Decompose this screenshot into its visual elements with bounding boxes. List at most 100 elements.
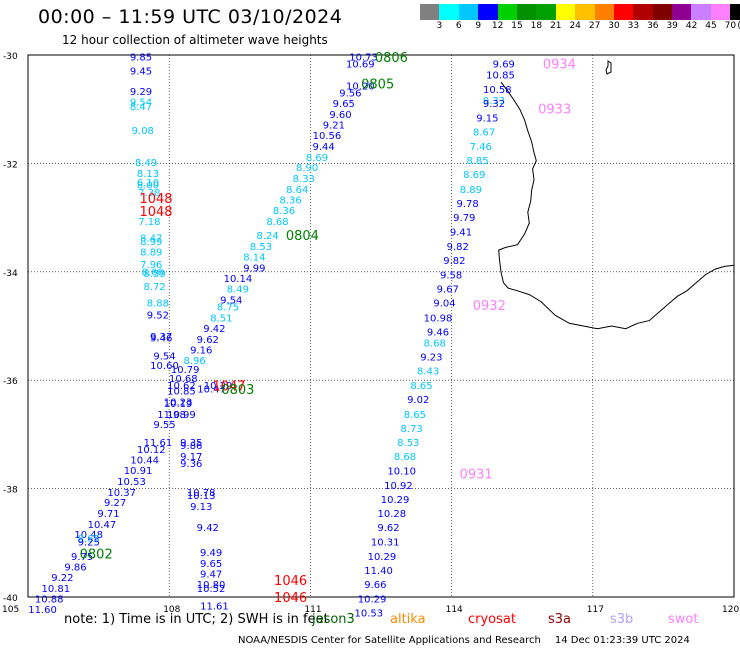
wave-height-value: 8.36 bbox=[279, 196, 301, 207]
legend-tick-label: 9 bbox=[475, 21, 482, 31]
legend-tick-label: 33 bbox=[627, 21, 640, 31]
longitude-label: 117 bbox=[587, 605, 604, 615]
wave-height-value: 10.62 bbox=[167, 381, 196, 392]
wave-height-value: 10.69 bbox=[346, 60, 375, 71]
wave-height-value: 8.36 bbox=[273, 206, 295, 217]
wave-height-value: 8.90 bbox=[296, 163, 318, 174]
wave-height-value: 9.46 bbox=[150, 333, 172, 344]
wave-height-value: 9.29 bbox=[130, 87, 152, 98]
legend-tick-label: 27 bbox=[588, 21, 601, 31]
wave-height-value: 10.20 bbox=[346, 81, 375, 92]
wave-height-value: 8.88 bbox=[147, 299, 169, 310]
legend-swatch bbox=[730, 4, 740, 20]
legend-swatch bbox=[575, 4, 595, 20]
satellite-legend-cryosat: cryosat bbox=[468, 612, 516, 627]
wave-height-value: 9.41 bbox=[450, 228, 472, 239]
wave-height-value: 8.59 bbox=[143, 269, 165, 280]
wave-height-value: 10.28 bbox=[377, 509, 406, 520]
wave-height-value: 9.65 bbox=[200, 559, 222, 570]
wave-height-value: 6.10 bbox=[137, 178, 159, 189]
wave-height-value: 8.89 bbox=[140, 248, 162, 259]
legend-tick-label: 21 bbox=[550, 21, 562, 31]
wave-height-value: 8.68 bbox=[266, 217, 288, 228]
wave-height-value: 9.85 bbox=[130, 53, 152, 64]
wave-height-value: 8.33 bbox=[293, 174, 315, 185]
wave-height-value: 9.86 bbox=[64, 563, 86, 574]
legend-swatch bbox=[691, 4, 711, 20]
legend-tick-label: 18 bbox=[530, 21, 543, 31]
legend-swatch bbox=[633, 4, 653, 20]
wave-height-value: 9.32 bbox=[483, 99, 505, 110]
wave-height-value: 9.42 bbox=[203, 324, 225, 335]
legend-tick-label: 12 bbox=[491, 21, 504, 31]
wave-height-value: 9.45 bbox=[130, 67, 152, 78]
legend-swatch bbox=[497, 4, 517, 20]
longitude-label: 114 bbox=[446, 605, 463, 615]
legend-swatch bbox=[478, 4, 498, 20]
wave-height-value: 9.67 bbox=[437, 285, 459, 296]
wave-height-value: 8.99 bbox=[140, 237, 162, 248]
wave-height-value: 9.75 bbox=[71, 552, 93, 563]
track-time-label: 0802 bbox=[80, 548, 113, 563]
wave-height-value: 8.89 bbox=[460, 185, 482, 196]
wave-height-value: 8.69 bbox=[463, 170, 485, 181]
legend-tick-label: (ft) bbox=[737, 21, 740, 31]
legend-tick-label: 70 bbox=[724, 21, 737, 31]
wave-height-value: 9.69 bbox=[493, 60, 515, 71]
wave-height-color-legend bbox=[420, 4, 740, 20]
wave-height-value: 10.29 bbox=[204, 381, 233, 392]
wave-height-value: 9.54 bbox=[130, 98, 152, 109]
wave-height-value: 10.78 bbox=[187, 488, 216, 499]
wave-height-value: 10.31 bbox=[371, 538, 400, 549]
longitude-label: 105 bbox=[2, 605, 19, 615]
wave-height-value: 9.25 bbox=[78, 538, 100, 549]
legend-tick-label: 6 bbox=[455, 21, 462, 31]
wave-height-value: 9.58 bbox=[440, 271, 462, 282]
wave-height-value: 9.35 bbox=[180, 438, 202, 449]
wave-height-value: 9.02 bbox=[407, 395, 429, 406]
wave-height-value: 8.53 bbox=[250, 242, 272, 253]
wave-height-value: 10.60 bbox=[150, 361, 179, 372]
wave-height-value: 11.60 bbox=[28, 605, 57, 616]
map-frame bbox=[27, 54, 735, 598]
wave-height-value: 10.52 bbox=[197, 584, 226, 595]
track-time-label: 0804 bbox=[286, 229, 319, 244]
wave-height-value: 8.96 bbox=[183, 356, 205, 367]
wave-height-value: 8.67 bbox=[473, 127, 495, 138]
wave-height-value: 10.68 bbox=[169, 374, 198, 385]
wave-height-value: 8.65 bbox=[78, 534, 100, 545]
wave-height-value: 10.81 bbox=[41, 584, 70, 595]
wave-height-value: 9.15 bbox=[476, 113, 498, 124]
wave-height-value: 10.92 bbox=[384, 481, 413, 492]
track-time-label: 0933 bbox=[538, 103, 571, 118]
wave-height-value: 7.38 bbox=[138, 188, 160, 199]
legend-swatch bbox=[594, 4, 614, 20]
wave-height-value: 9.65 bbox=[333, 99, 355, 110]
wave-height-value: 10.79 bbox=[171, 365, 200, 376]
wave-height-value: 9.16 bbox=[190, 345, 212, 356]
wave-height-value: 9.47 bbox=[200, 570, 222, 581]
track-time-label: 1048 bbox=[139, 205, 172, 220]
wave-height-value: 9.44 bbox=[312, 142, 334, 153]
wave-height-value: 9.54 bbox=[220, 295, 242, 306]
wave-height-value: 8.64 bbox=[286, 185, 308, 196]
track-time-label: 0805 bbox=[361, 78, 394, 93]
legend-swatch bbox=[652, 4, 673, 20]
wave-height-value: 9.71 bbox=[97, 509, 119, 520]
wave-height-value: 9.17 bbox=[180, 452, 202, 463]
wave-height-value: 9.79 bbox=[453, 213, 475, 224]
wave-height-value: 10.73 bbox=[349, 53, 378, 64]
wave-height-value: 9.82 bbox=[447, 242, 469, 253]
map-title: 00:00 – 11:59 UTC 03/10/2024 bbox=[38, 6, 343, 28]
satellite-legend-jason3: jason3 bbox=[312, 612, 355, 627]
track-time-label: 0803 bbox=[221, 383, 254, 398]
wave-height-value: 9.86 bbox=[180, 441, 202, 452]
wave-height-value: 8.51 bbox=[210, 313, 232, 324]
wave-height-value: 8.73 bbox=[400, 424, 422, 435]
wave-height-value: 9.62 bbox=[377, 523, 399, 534]
track-time-label: 0934 bbox=[543, 58, 576, 73]
wave-height-value: 10.53 bbox=[354, 609, 383, 620]
wave-height-value: 8.65 bbox=[404, 410, 426, 421]
